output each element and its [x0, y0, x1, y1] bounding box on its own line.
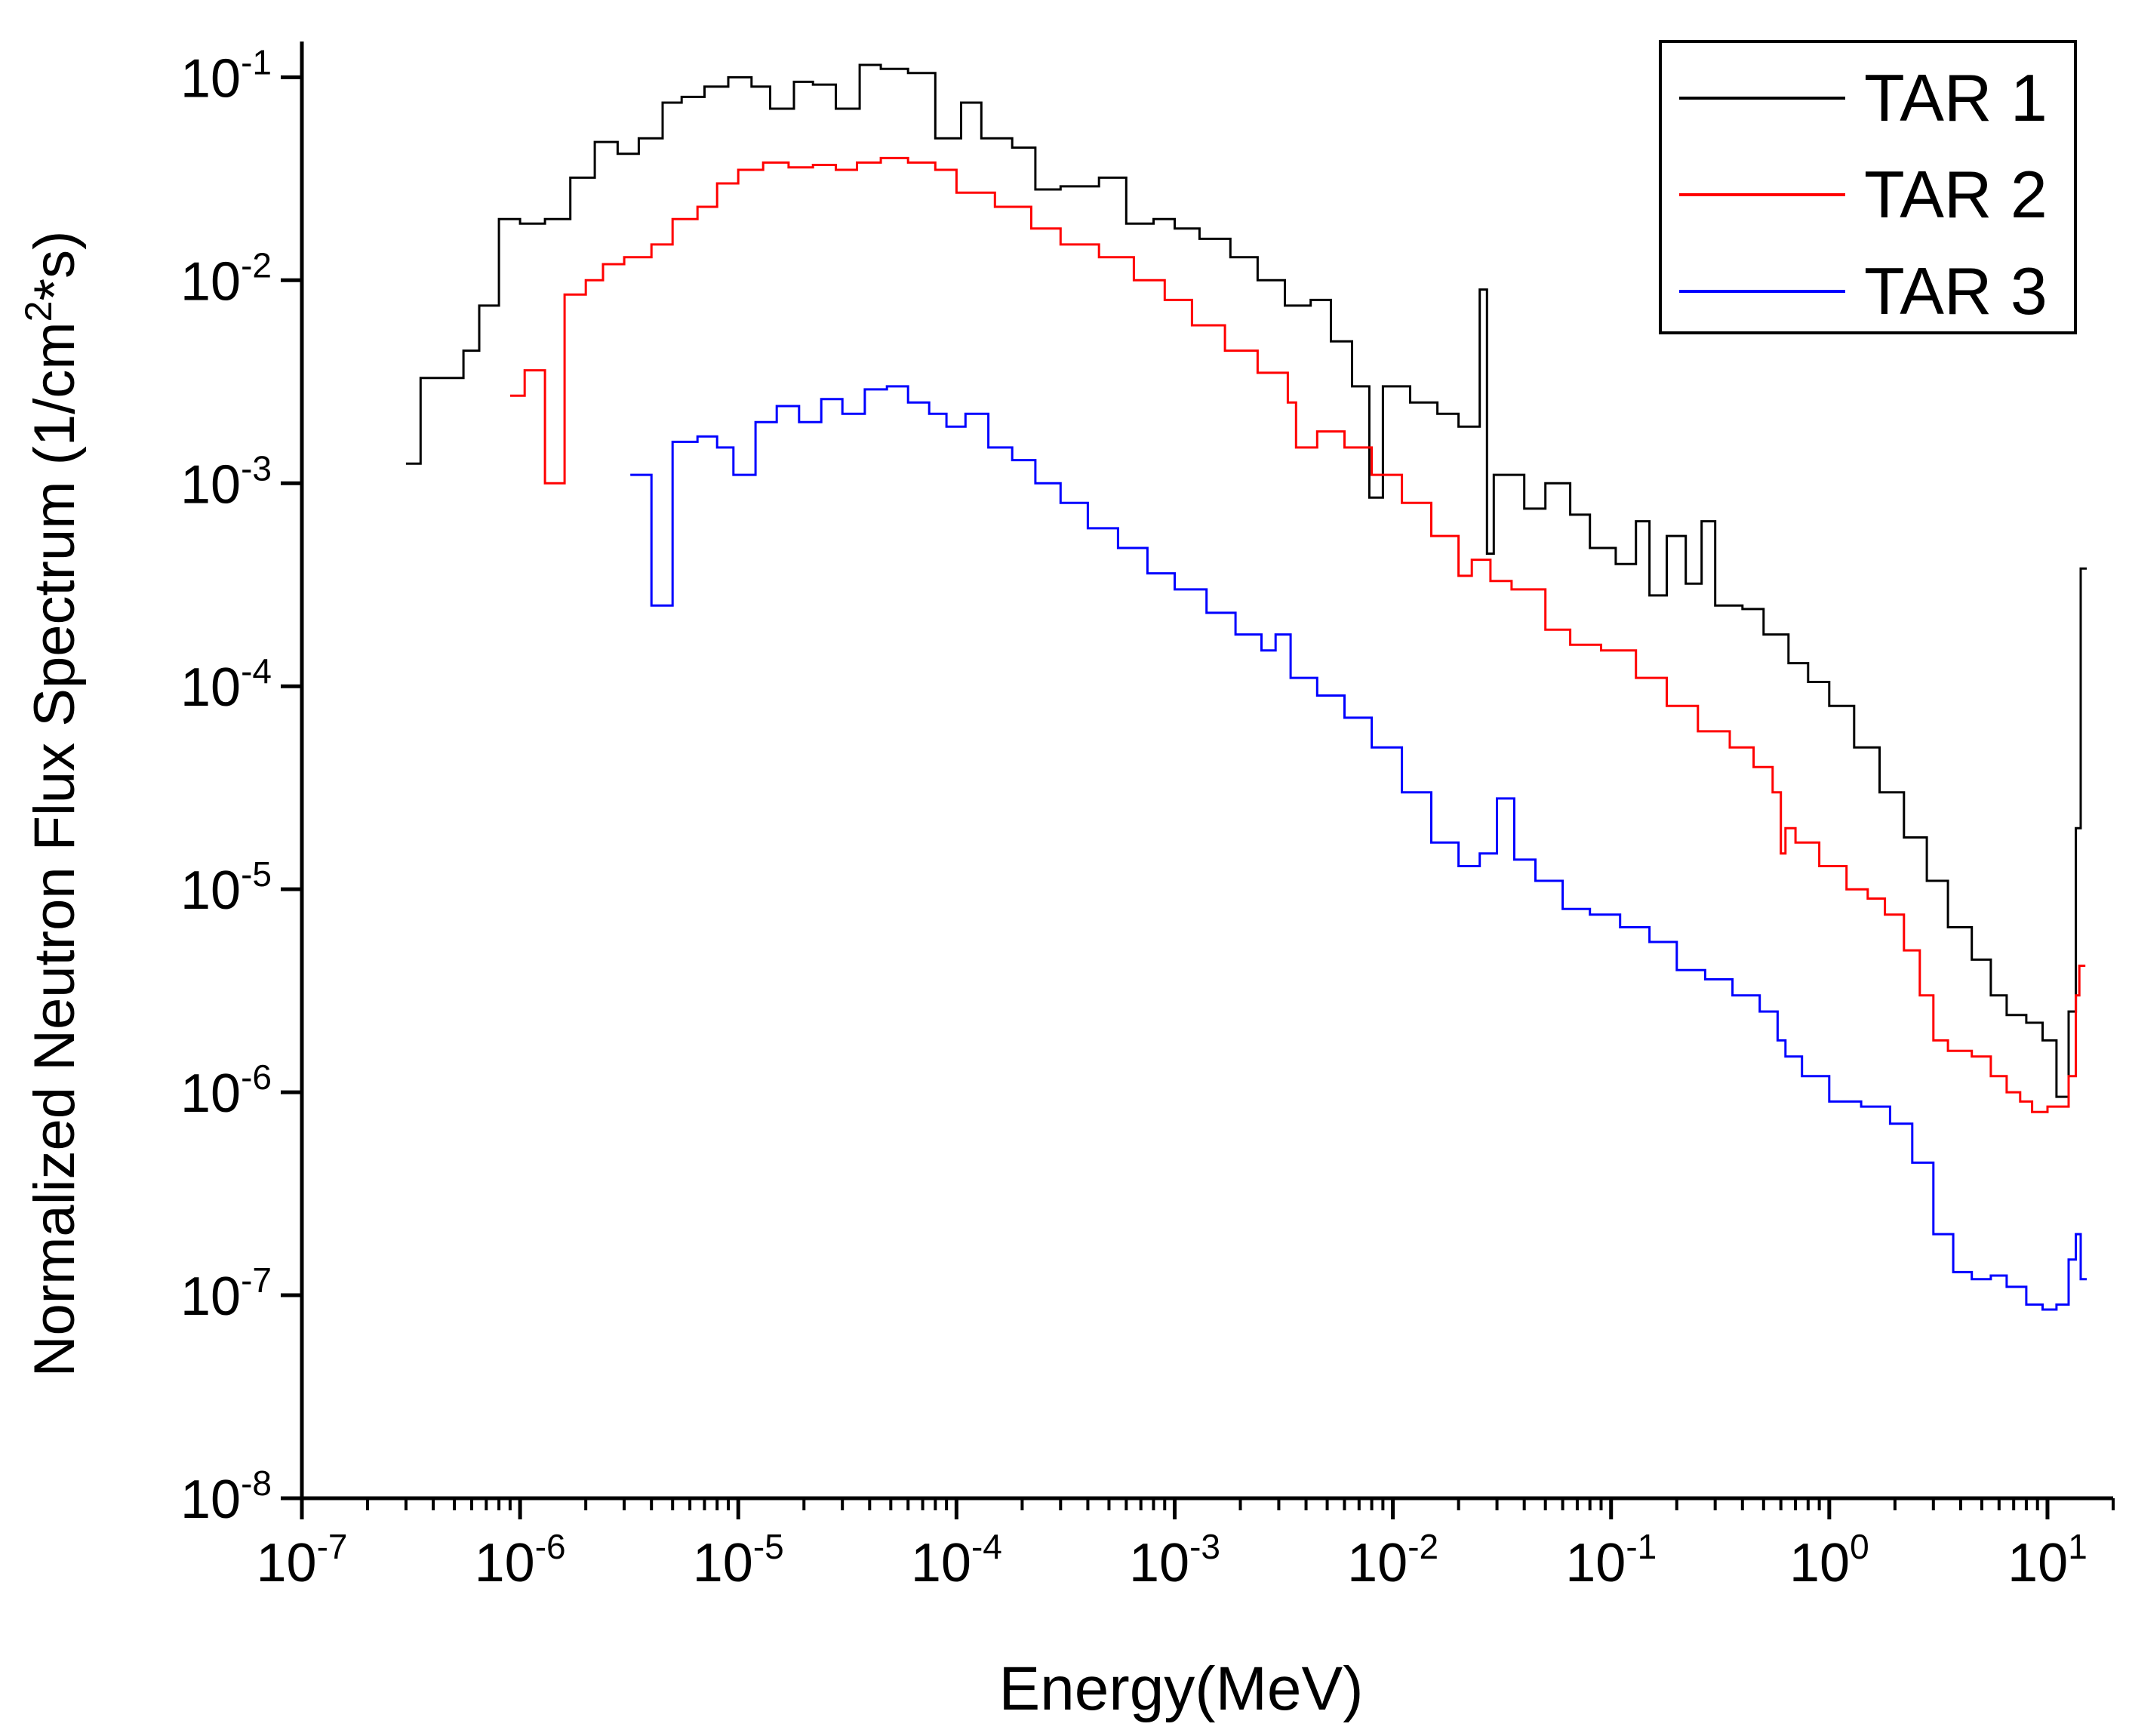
y-axis-label: Normalized Neutron Flux Spectrum (1/cm2*…: [17, 231, 87, 1377]
x-tick-label-base: 10: [257, 1533, 317, 1593]
y-tick-label: 10-4: [180, 651, 272, 718]
x-tick-label-exp: -3: [1189, 1527, 1220, 1566]
y-tick-label: 10-2: [180, 245, 272, 312]
x-tick-label-exp: -2: [1408, 1527, 1438, 1566]
x-tick-label-exp: -6: [535, 1527, 566, 1566]
x-tick-label-base: 10: [1789, 1533, 1850, 1593]
y-tick-label: 10-8: [180, 1464, 272, 1530]
x-tick-label-base: 10: [1565, 1533, 1626, 1593]
x-tick-label-base: 10: [911, 1533, 971, 1593]
series-line-tar-2: [509, 156, 2086, 1113]
x-tick-label: 10-5: [693, 1527, 784, 1593]
x-tick-label-base: 10: [693, 1533, 753, 1593]
y-tick-label-exp: -3: [241, 448, 272, 488]
x-tick-label-exp: -1: [1626, 1527, 1657, 1566]
y-tick-label-base: 10: [180, 1470, 241, 1530]
y-tick-label: 10-5: [180, 854, 272, 921]
y-tick-label-base: 10: [180, 657, 241, 718]
y-tick-label-exp: -8: [241, 1464, 272, 1503]
x-tick-label-exp: -7: [317, 1527, 348, 1566]
legend-label-tar-1: TAR 1: [1864, 60, 2047, 135]
x-tick-label: 10-7: [257, 1527, 348, 1593]
y-tick-label-base: 10: [180, 1267, 241, 1327]
x-tick-label-base: 10: [2007, 1533, 2068, 1593]
x-tick-label: 101: [2007, 1527, 2087, 1593]
y-tick-label-exp: -1: [241, 42, 272, 82]
y-axis-label-tail: *s): [23, 231, 87, 301]
legend-box: [1659, 40, 2077, 334]
y-tick-label-exp: -2: [241, 245, 272, 285]
y-tick-label-base: 10: [180, 48, 241, 109]
y-tick-label-exp: -6: [241, 1057, 272, 1097]
series-line-tar-3: [630, 385, 2087, 1311]
legend: TAR 1 TAR 2 TAR 3: [1659, 40, 2077, 334]
y-tick-label-base: 10: [180, 1063, 241, 1124]
y-tick-label-base: 10: [180, 860, 241, 921]
y-tick-label-exp: -4: [241, 651, 272, 691]
y-tick-label: 10-1: [180, 42, 272, 109]
x-axis-label: Energy(MeV): [998, 1654, 1363, 1723]
series-layer: [405, 63, 2087, 1311]
x-tick-label: 10-4: [911, 1527, 1002, 1593]
legend-label-tar-2: TAR 2: [1864, 157, 2047, 232]
x-tick-label: 10-2: [1347, 1527, 1438, 1593]
y-axis-label-sup: 2: [17, 301, 60, 322]
x-tick-label: 10-3: [1129, 1527, 1220, 1593]
x-tick-label: 10-1: [1565, 1527, 1657, 1593]
x-tick-label-base: 10: [1129, 1533, 1189, 1593]
y-axis-label-main: Normalized Neutron Flux Spectrum (1/cm: [23, 322, 87, 1377]
y-tick-label-exp: -7: [241, 1260, 272, 1300]
x-tick-label-exp: 0: [1850, 1527, 1869, 1566]
x-tick-label-base: 10: [1347, 1533, 1408, 1593]
x-tick-label: 100: [1789, 1527, 1869, 1593]
x-tick-label-base: 10: [475, 1533, 535, 1593]
series-line-tar-1: [405, 63, 2087, 1098]
x-tick-label-exp: -4: [971, 1527, 1002, 1566]
y-tick-label-exp: -5: [241, 854, 272, 894]
y-tick-label: 10-7: [180, 1260, 272, 1327]
y-tick-label-base: 10: [180, 251, 241, 312]
axes-layer: 10-7 10-6 10-5 10-4 10-3 10-2 10-1 100 10110-810…: [180, 42, 2115, 1593]
y-tick-label: 10-6: [180, 1057, 272, 1124]
y-tick-label: 10-3: [180, 448, 272, 515]
x-tick-label-exp: -5: [753, 1527, 784, 1566]
y-tick-label-base: 10: [180, 454, 241, 515]
x-tick-label-exp: 1: [2068, 1527, 2087, 1566]
legend-label-tar-3: TAR 3: [1864, 254, 2047, 328]
x-tick-label: 10-6: [475, 1527, 566, 1593]
